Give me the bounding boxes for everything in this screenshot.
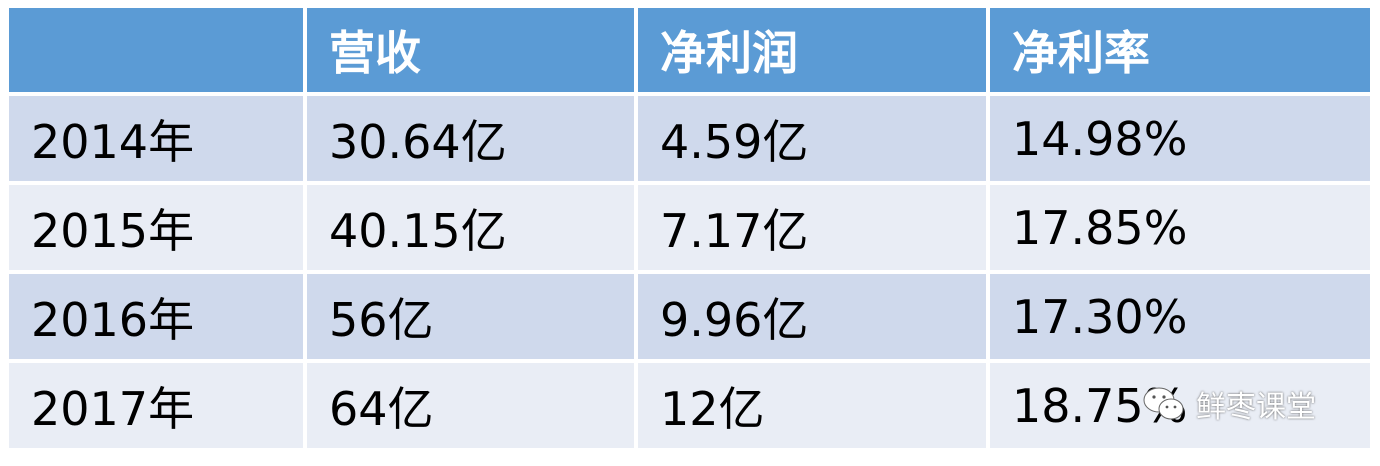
table-row: 2015年 40.15亿 7.17亿 17.85% <box>9 185 1370 270</box>
watermark: 鲜枣课堂 <box>1140 382 1316 426</box>
header-cell: 营收 <box>307 8 634 92</box>
value-cell: 40.15亿 <box>307 185 634 270</box>
value-cell: 30.64亿 <box>307 96 634 181</box>
value-cell: 64亿 <box>307 363 634 448</box>
value-cell: 12亿 <box>638 363 986 448</box>
table-row: 2014年 30.64亿 4.59亿 14.98% <box>9 96 1370 181</box>
value-cell: 7.17亿 <box>638 185 986 270</box>
value-cell: 56亿 <box>307 274 634 359</box>
year-cell: 2016年 <box>9 274 303 359</box>
value-cell: 17.30% <box>990 274 1370 359</box>
year-cell: 2015年 <box>9 185 303 270</box>
header-row: 营收 净利润 净利率 <box>9 8 1370 92</box>
year-cell: 2017年 <box>9 363 303 448</box>
watermark-text: 鲜枣课堂 <box>1196 390 1316 425</box>
header-cell: 净利润 <box>638 8 986 92</box>
value-cell: 4.59亿 <box>638 96 986 181</box>
value-cell: 17.85% <box>990 185 1370 270</box>
year-cell: 2014年 <box>9 96 303 181</box>
wechat-icon <box>1143 387 1184 420</box>
table-row: 2016年 56亿 9.96亿 17.30% <box>9 274 1370 359</box>
financial-table: 营收 净利润 净利率 2014年 30.64亿 4.59亿 14.98% 2015年 40… <box>5 4 1374 452</box>
value-cell: 9.96亿 <box>638 274 986 359</box>
value-cell: 14.98% <box>990 96 1370 181</box>
header-cell: 净利率 <box>990 8 1370 92</box>
header-cell <box>9 8 303 92</box>
